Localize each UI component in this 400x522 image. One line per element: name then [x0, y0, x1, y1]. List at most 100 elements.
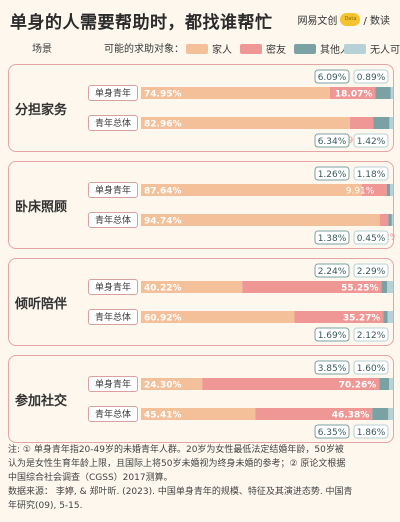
footnote-line: 年研究(09), 5-15.	[8, 501, 83, 511]
data-label-other-text: 6.34%	[318, 137, 347, 147]
data-label-friend: 35.27%	[343, 314, 381, 324]
bars-listening: 40.22% 55.25% 2.24% 2.29% 60.92% 35.27% 1.69% 2…	[141, 263, 393, 342]
data-label-other-text: 1.26%	[318, 170, 347, 180]
logo-text: 网易文创	[297, 16, 338, 27]
scene-label: 分担家务	[15, 103, 68, 118]
bar-segment-none	[388, 378, 394, 390]
panel-listening: 倾听陪伴 40.22% 55.25% 2.24% 2.29% 60.92% 35.27% 1.…	[8, 258, 394, 346]
data-label-none-box	[353, 327, 389, 342]
bar-segment-none	[391, 214, 393, 226]
legend-item-other: 其他人	[294, 41, 350, 56]
bar-segment-family	[141, 117, 351, 129]
bars-bedside-care: 87.64%9.91%1.26%1.18%94.74%3.42%1.38%0.4…	[141, 166, 395, 245]
bar-segment-friend	[329, 87, 376, 99]
footnote-line: 注: ① 单身青年指20-49岁的未婚青年人群。20岁为女性最低法定结婚年龄，5…	[8, 445, 344, 455]
data-label-none-box	[353, 360, 389, 375]
logo-suffix: / 数读	[363, 16, 390, 27]
row-label: 青年总体	[88, 406, 138, 422]
data-label-family: 82.96%	[144, 120, 182, 130]
data-label-family: 24.30%	[144, 381, 182, 391]
panel-bedside-care: 卧床照顾87.64%9.91%1.26%1.18%94.74%3.42%1.38…	[8, 161, 395, 249]
data-label-none: 1.42%	[353, 133, 389, 148]
scene-label: 参加社交	[15, 394, 68, 409]
data-label-friend: 46.38%	[332, 411, 370, 421]
data-label-other-box	[314, 327, 350, 342]
data-label-none-box	[353, 69, 389, 84]
header: 单身的人需要帮助时，都找谁帮忙 网易文创 Data / 数读	[10, 6, 390, 34]
data-label-other-box	[314, 230, 350, 245]
brand-logo: 网易文创 Data / 数读	[297, 12, 390, 27]
chart-title: 单身的人需要帮助时，都找谁帮忙	[10, 13, 273, 33]
bar-segment-other	[375, 87, 391, 99]
legend-swatch-none	[344, 43, 366, 54]
data-label-other-text: 2.24%	[318, 267, 347, 277]
bar-segment-none	[389, 117, 393, 129]
row-label: 单身青年	[88, 376, 138, 392]
data-label-other-box	[314, 360, 350, 375]
data-label-none: 0.45%	[353, 230, 389, 245]
bar-segment-none	[390, 87, 393, 99]
data-label-other-box	[314, 263, 350, 278]
bar-segment-other	[372, 408, 389, 420]
data-label-none-text: 0.45%	[357, 234, 386, 244]
data-label-family: 87.64%	[144, 187, 182, 197]
data-label-none-box	[353, 230, 389, 245]
data-label-family: 60.92%	[144, 314, 182, 324]
data-label-other-box	[314, 424, 350, 439]
bar-segment-friend	[361, 184, 387, 196]
data-label-family: 45.41%	[144, 411, 182, 421]
data-label-friend: 9.91%	[346, 187, 375, 197]
legend-label-family: 家人	[212, 45, 232, 56]
data-label-none-text: 0.89%	[357, 73, 386, 83]
data-label-other: 6.34%	[314, 133, 350, 148]
bar-segment-family	[141, 214, 380, 226]
row-label: 青年总体	[88, 212, 138, 228]
bars-share-chores: 74.95%18.07%6.09%0.89%82.96%9.28%6.34%1.…	[141, 69, 393, 148]
row-label: 单身青年	[88, 279, 138, 295]
data-label-other: 2.24%	[314, 263, 350, 278]
bar-segment-other	[373, 117, 390, 129]
legend-label-friend: 密友	[266, 45, 286, 56]
bar-segment-other	[386, 184, 391, 196]
legend-item-none: 无人可找	[344, 41, 400, 56]
data-label-other: 1.69%	[314, 327, 350, 342]
data-label-other-text: 1.69%	[318, 331, 347, 341]
data-label-none-text: 1.86%	[357, 428, 386, 438]
data-label-none: 1.18%	[353, 166, 389, 181]
data-label-none: 1.86%	[353, 424, 389, 439]
bar-segment-friend	[202, 378, 380, 390]
data-label-other: 6.09%	[314, 69, 350, 84]
legend-swatch-friend	[240, 43, 262, 54]
data-label-family: 94.74%	[144, 217, 182, 227]
data-label-other-text: 6.09%	[318, 73, 347, 83]
panel-socializing: 参加社交 24.30% 70.26% 3.85% 1.60% 45.41% 46.38% 6.…	[8, 355, 394, 443]
data-label-none-text: 2.12%	[357, 331, 386, 341]
data-label-none-text: 1.60%	[357, 364, 386, 374]
data-label-family: 74.95%	[144, 90, 182, 100]
legend-item-friend: 密友	[240, 41, 286, 56]
bar-segment-none	[390, 184, 393, 196]
data-label-other: 1.38%	[314, 230, 350, 245]
bar-segment-other	[388, 214, 392, 226]
bar-segment-other	[383, 311, 388, 323]
bar-segment-none	[387, 311, 393, 323]
bar-segment-family	[141, 184, 362, 196]
legend-item-family: 家人	[186, 41, 232, 56]
footnote: 注: ① 单身青年指20-49岁的未婚青年人群。20岁为女性最低法定结婚年龄，5…	[8, 443, 396, 513]
scene-column-label: 场景	[32, 44, 52, 55]
data-label-none-box	[353, 166, 389, 181]
data-label-other: 6.35%	[314, 424, 350, 439]
logo-badge: Data	[340, 13, 361, 26]
scene-label: 倾听陪伴	[15, 297, 68, 312]
legend: 场景 可能的求助对象： 家人 密友 其他人 无人可找	[8, 40, 400, 56]
legend-label-other: 其他人	[320, 45, 350, 56]
panel-share-chores: 分担家务74.95%18.07%6.09%0.89%82.96%9.28%6.3…	[8, 64, 394, 152]
legend-swatch-family	[186, 43, 208, 54]
data-label-none-text: 1.42%	[357, 137, 386, 147]
bar-segment-family	[141, 378, 203, 390]
data-label-other-text: 1.38%	[318, 234, 347, 244]
data-label-friend: 18.07%	[335, 90, 373, 100]
footnote-line: 中国综合社会调查（CGSS）2017测算。	[8, 473, 173, 483]
bar-segment-family	[141, 311, 295, 323]
data-label-other-box	[314, 133, 350, 148]
